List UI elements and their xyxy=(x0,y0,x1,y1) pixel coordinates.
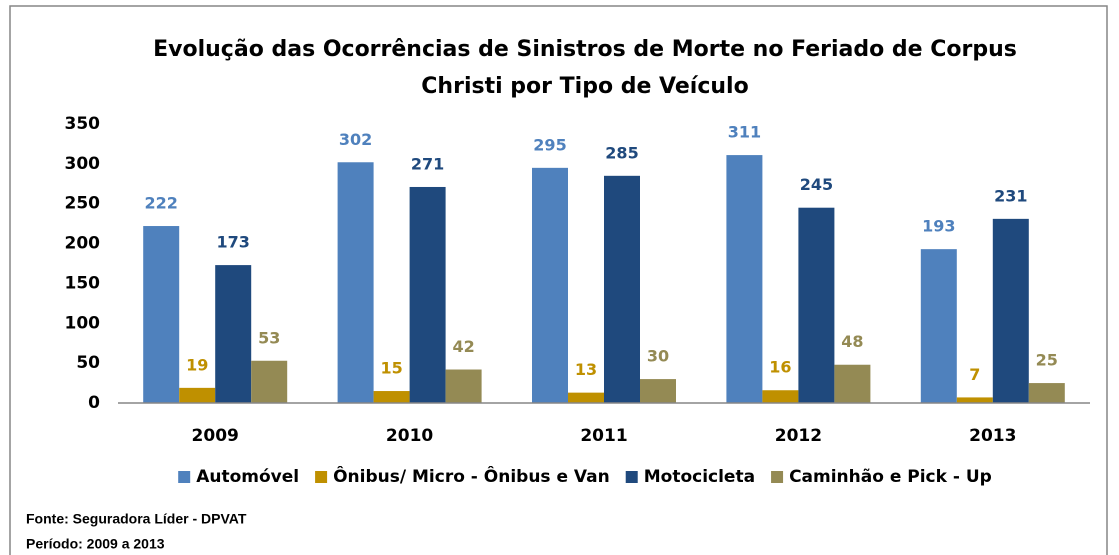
data-label: 25 xyxy=(1036,351,1058,370)
legend-swatch xyxy=(315,471,328,483)
data-label: 15 xyxy=(380,359,402,378)
bar xyxy=(251,360,288,403)
data-label: 173 xyxy=(216,233,249,252)
y-tick-label: 50 xyxy=(76,353,100,373)
bar xyxy=(215,265,252,403)
y-tick-label: 200 xyxy=(65,234,101,254)
y-tick-label: 100 xyxy=(65,313,101,333)
x-tick-label: 2012 xyxy=(775,426,822,446)
bar xyxy=(532,167,568,403)
data-label: 271 xyxy=(411,154,444,173)
y-tick-label: 350 xyxy=(65,114,101,134)
data-label: 53 xyxy=(258,328,280,347)
x-tick-label: 2011 xyxy=(580,426,627,446)
bar xyxy=(604,175,640,403)
data-label: 48 xyxy=(841,332,863,351)
y-tick-label: 0 xyxy=(88,393,100,413)
y-tick-label: 300 xyxy=(65,154,101,174)
bar xyxy=(409,186,446,403)
bar xyxy=(762,390,799,403)
data-label: 285 xyxy=(605,143,638,162)
data-label: 193 xyxy=(922,217,955,236)
data-label: 245 xyxy=(800,175,833,194)
bar xyxy=(798,207,835,403)
data-label: 16 xyxy=(769,358,791,377)
data-label: 30 xyxy=(647,347,669,366)
data-label: 7 xyxy=(969,365,980,384)
note: Fonte: Seguradora Líder - DPVAT xyxy=(26,511,247,527)
bar xyxy=(1028,383,1065,403)
legend-swatch xyxy=(771,471,784,483)
data-label: 13 xyxy=(575,360,597,379)
chart-title: Evolução das Ocorrências de Sinistros de… xyxy=(153,37,1017,62)
bar xyxy=(640,379,676,403)
data-label: 231 xyxy=(994,186,1027,205)
data-label: 295 xyxy=(533,135,566,154)
bar xyxy=(337,162,374,403)
y-tick-label: 150 xyxy=(65,273,101,293)
bar xyxy=(992,218,1029,403)
legend-label: Motocicleta xyxy=(644,467,755,487)
data-label: 222 xyxy=(144,194,177,213)
legend-label: Caminhão e Pick - Up xyxy=(789,467,992,487)
bar xyxy=(956,397,993,403)
note: Período: 2009 a 2013 xyxy=(26,536,165,552)
data-label: 19 xyxy=(186,355,208,374)
x-tick-label: 2010 xyxy=(386,426,433,446)
x-tick-label: 2009 xyxy=(192,426,239,446)
data-label: 42 xyxy=(452,337,474,356)
bar xyxy=(834,364,871,403)
bar xyxy=(920,249,957,403)
bar xyxy=(568,392,604,403)
legend-swatch xyxy=(178,471,191,483)
legend-label: Ônibus/ Micro - Ônibus e Van xyxy=(333,465,610,487)
data-label: 311 xyxy=(728,123,761,142)
x-tick-label: 2013 xyxy=(969,426,1016,446)
bar xyxy=(373,391,410,403)
y-tick-label: 250 xyxy=(65,194,101,214)
data-label: 302 xyxy=(339,130,372,149)
bar xyxy=(143,226,180,403)
bar xyxy=(445,369,482,403)
legend-label: Automóvel xyxy=(196,467,299,487)
bar xyxy=(726,155,763,403)
legend-swatch xyxy=(625,471,638,483)
bar xyxy=(179,387,216,403)
chart-title: Christi por Tipo de Veículo xyxy=(421,74,748,99)
